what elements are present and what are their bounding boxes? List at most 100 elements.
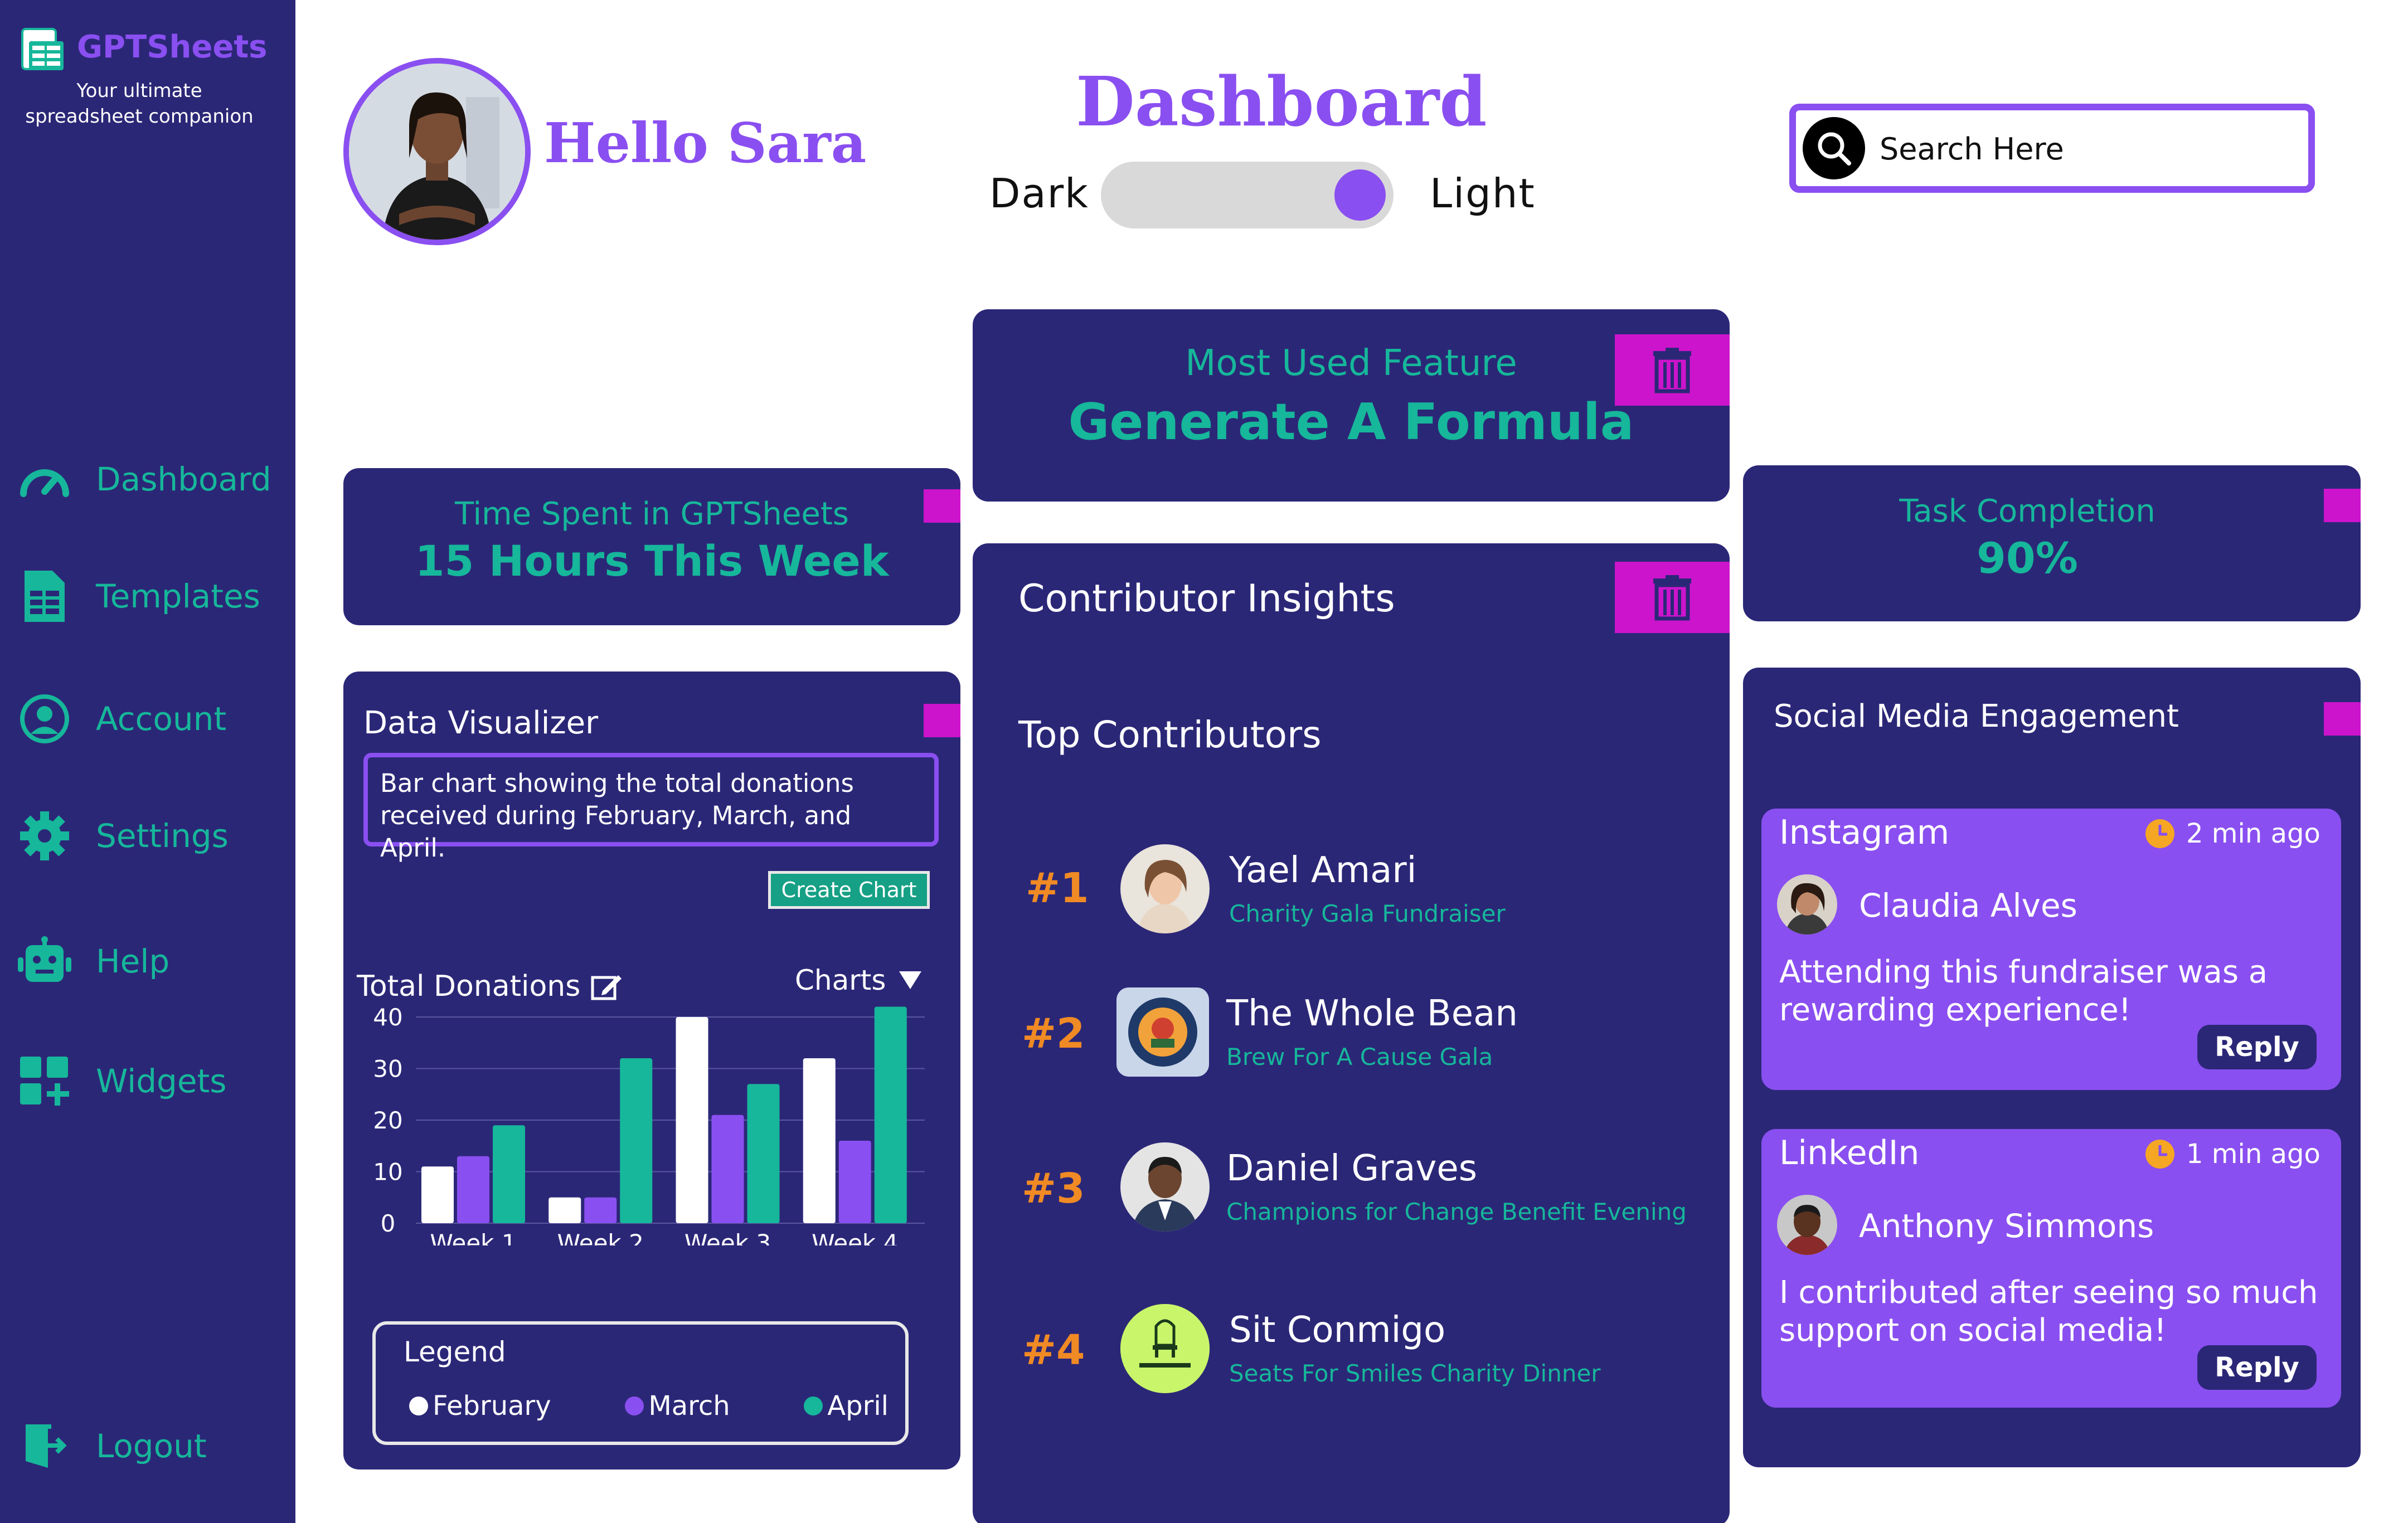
x-tick-label: Week 1 [430, 1229, 516, 1245]
search-placeholder: Search Here [1880, 132, 2064, 167]
search-icon[interactable] [1803, 117, 1865, 179]
y-tick-label: 30 [373, 1055, 402, 1083]
list-item[interactable]: #4 Sit Conmigo Seats For Smiles Charity … [973, 1304, 1730, 1399]
legend-title: Legend [404, 1336, 506, 1368]
sidebar-item-widgets[interactable]: Widgets [17, 1053, 284, 1109]
card-tab[interactable] [2324, 702, 2361, 736]
search-input[interactable]: Search Here [1789, 104, 2315, 193]
legend-items: February March April [409, 1390, 889, 1422]
delete-button[interactable] [1615, 334, 1730, 406]
reply-button[interactable]: Reply [2197, 1025, 2317, 1069]
avatar [1120, 1304, 1210, 1393]
most-used-title: Most Used Feature [1185, 343, 1517, 384]
bar [676, 1017, 708, 1223]
x-tick-label: Week 2 [557, 1229, 644, 1245]
sidebar-item-account[interactable]: Account [17, 691, 284, 747]
charts-dropdown[interactable]: Charts [795, 964, 923, 996]
gauge-icon [17, 451, 72, 507]
bar [747, 1084, 780, 1223]
contributor-event: Brew For A Cause Gala [1226, 1043, 1493, 1071]
sidebar-item-settings[interactable]: Settings [17, 808, 284, 864]
legend-swatch [625, 1397, 644, 1415]
logout-label: Logout [96, 1427, 207, 1465]
widgets-icon [17, 1053, 72, 1109]
spreadsheet-icon [17, 568, 72, 624]
sidebar-item-label: Dashboard [96, 460, 271, 498]
rank: #2 [1022, 1010, 1085, 1058]
top-contributors-subtitle: Top Contributors [1018, 713, 1322, 756]
post-message: Attending this fundraiser was a rewardin… [1779, 954, 2268, 1028]
post-message: I contributed after seeing so much suppo… [1779, 1274, 2318, 1349]
bar [874, 1006, 907, 1223]
legend-label: April [827, 1390, 889, 1422]
legend-label: March [648, 1390, 730, 1422]
robot-icon [17, 933, 72, 989]
card-tab[interactable] [924, 489, 960, 523]
sidebar: GPTSheets Your ultimate spreadsheet comp… [0, 0, 295, 1523]
edit-icon[interactable] [590, 972, 624, 1001]
brand-name: GPTSheets [77, 29, 268, 65]
contributor-event: Champions for Change Benefit Evening [1226, 1198, 1687, 1225]
contributor-name: The Whole Bean [1226, 993, 1518, 1034]
sidebar-item-label: Templates [96, 577, 260, 615]
sidebar-item-dashboard[interactable]: Dashboard [17, 451, 284, 507]
card-tab[interactable] [924, 704, 960, 737]
bar [620, 1058, 653, 1223]
contributor-name: Yael Amari [1229, 850, 1417, 891]
rank: #3 [1022, 1165, 1085, 1213]
reply-button[interactable]: Reply [2197, 1345, 2317, 1390]
trash-icon [1653, 575, 1691, 621]
list-item[interactable]: #2 The Whole Bean Brew For A Cause Gala [973, 987, 1730, 1082]
data-visualizer-card: Data Visualizer Bar chart showing the to… [343, 672, 960, 1470]
logout-door-icon [17, 1418, 72, 1474]
sidebar-item-help[interactable]: Help [17, 933, 284, 989]
time-spent-card: Time Spent in GPTSheets 15 Hours This We… [343, 468, 960, 625]
logout-button[interactable]: Logout [17, 1418, 284, 1474]
bar [711, 1115, 744, 1223]
trash-icon [1653, 348, 1691, 393]
toggle-knob[interactable] [1334, 169, 1386, 221]
theme-toggle[interactable] [1101, 162, 1394, 228]
bar [457, 1156, 489, 1223]
social-post: LinkedIn 1 min ago Anthony Simmons I con… [1761, 1129, 2341, 1408]
contributor-insights-title: Contributor Insights [1018, 577, 1395, 621]
time-spent-title: Time Spent in GPTSheets [455, 496, 849, 532]
legend-swatch [409, 1397, 428, 1415]
contributor-insights-card: Contributor Insights Top Contributors #1… [973, 543, 1730, 1523]
user-circle-icon [17, 691, 72, 747]
contributor-event: Charity Gala Fundraiser [1229, 900, 1506, 927]
platform-name: LinkedIn [1779, 1133, 1920, 1172]
list-item[interactable]: #1 Yael Amari Charity Gala Fundraiser [973, 844, 1730, 939]
avatar [1777, 874, 1837, 935]
greeting: Hello Sara [544, 111, 867, 176]
create-chart-button[interactable]: Create Chart [768, 871, 930, 909]
post-time: 1 min ago [2144, 1138, 2320, 1170]
avatar [1120, 844, 1210, 933]
y-tick-label: 0 [381, 1210, 396, 1237]
sidebar-item-label: Widgets [96, 1062, 227, 1100]
contributor-event: Seats For Smiles Charity Dinner [1229, 1360, 1601, 1387]
page-title: Dashboard [1076, 61, 1487, 142]
post-time: 2 min ago [2144, 818, 2320, 850]
chart-prompt-input[interactable]: Bar chart showing the total donations re… [363, 753, 939, 863]
user-avatar[interactable] [343, 58, 531, 245]
gear-icon [17, 808, 72, 864]
social-media-title: Social Media Engagement [1774, 698, 2179, 734]
data-visualizer-title: Data Visualizer [363, 705, 599, 741]
legend-item: March [625, 1390, 730, 1422]
sidebar-item-label: Help [96, 942, 170, 980]
bar [838, 1141, 871, 1223]
y-tick-label: 10 [373, 1159, 402, 1186]
card-tab[interactable] [2324, 489, 2361, 522]
avatar [1116, 987, 1209, 1077]
toggle-label-light: Light [1430, 170, 1536, 217]
list-item[interactable]: #3 Daniel Graves Champions for Change Be… [973, 1142, 1730, 1237]
delete-button[interactable] [1615, 562, 1730, 633]
x-tick-label: Week 3 [684, 1229, 771, 1245]
legend-label: February [433, 1390, 551, 1422]
legend-item: February [409, 1390, 551, 1422]
clock-icon [2145, 819, 2174, 848]
sidebar-item-templates[interactable]: Templates [17, 568, 284, 624]
clock-icon [2145, 1140, 2174, 1169]
y-tick-label: 20 [373, 1107, 402, 1134]
